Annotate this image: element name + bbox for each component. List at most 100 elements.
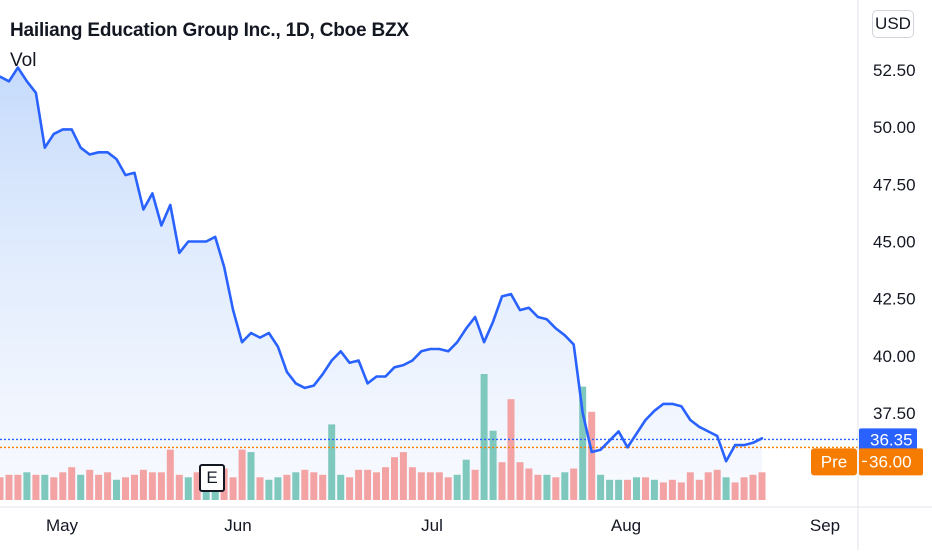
volume-bar bbox=[193, 472, 201, 500]
volume-bar bbox=[525, 468, 533, 500]
volume-bar bbox=[59, 472, 67, 500]
last-price-badge bbox=[859, 428, 917, 451]
volume-bar bbox=[453, 474, 461, 500]
volume-bar bbox=[346, 477, 354, 500]
volume-bar bbox=[337, 474, 345, 500]
volume-bar bbox=[256, 477, 264, 500]
volume-bar bbox=[131, 474, 138, 500]
volume-bar bbox=[642, 477, 649, 500]
volume-bar bbox=[758, 472, 766, 500]
x-tick-label: Jul bbox=[421, 516, 443, 535]
volume-bar bbox=[668, 479, 676, 500]
volume-bar bbox=[139, 469, 147, 500]
volume-bar bbox=[148, 472, 156, 500]
volume-bar bbox=[677, 482, 685, 500]
y-tick-label: 52.50 bbox=[873, 61, 916, 80]
volume-bar bbox=[435, 472, 443, 500]
chart-title: Hailiang Education Group Inc., 1D, Cboe … bbox=[10, 20, 409, 41]
volume-bar bbox=[704, 472, 712, 500]
volume-bar bbox=[722, 477, 730, 500]
premarket-value: 36.00 bbox=[869, 452, 912, 471]
price-area-fill bbox=[0, 67, 762, 500]
volume-bar bbox=[157, 472, 165, 500]
volume-bar bbox=[382, 467, 389, 500]
x-tick-label: Aug bbox=[611, 516, 641, 535]
volume-bar bbox=[417, 472, 425, 500]
volume-bar bbox=[624, 479, 631, 500]
volume-bar bbox=[498, 462, 506, 500]
volume-bar bbox=[166, 449, 174, 500]
volume-bar bbox=[749, 474, 757, 500]
volume-bar bbox=[283, 474, 291, 500]
volume-bar bbox=[77, 474, 85, 500]
volume-bar bbox=[471, 469, 479, 500]
earnings-marker[interactable]: E bbox=[199, 464, 225, 492]
volume-bar bbox=[265, 479, 273, 500]
x-tick-label: Sep bbox=[810, 516, 840, 535]
y-tick-label: 45.00 bbox=[873, 232, 916, 251]
volume-bar bbox=[310, 472, 318, 500]
volume-bar bbox=[5, 474, 13, 500]
volume-bar bbox=[570, 468, 578, 500]
volume-bar bbox=[543, 474, 551, 500]
volume-bar bbox=[740, 477, 748, 500]
volume-bar bbox=[319, 474, 327, 500]
x-tick-label: Jun bbox=[224, 516, 251, 535]
volume-bar bbox=[534, 474, 542, 500]
volume-bar bbox=[184, 477, 192, 500]
volume-bar bbox=[579, 386, 587, 500]
volume-bar bbox=[364, 469, 372, 500]
volume-bar bbox=[480, 374, 488, 500]
volume-bar bbox=[23, 472, 31, 500]
volume-bar bbox=[408, 467, 416, 500]
volume-bar bbox=[95, 474, 103, 500]
volume-bar bbox=[399, 452, 407, 500]
premarket-value-badge bbox=[859, 448, 923, 476]
last-price-value: 36.35 bbox=[870, 430, 913, 449]
volume-bar bbox=[444, 477, 452, 500]
volume-bar bbox=[391, 457, 398, 500]
volume-bar bbox=[238, 449, 246, 500]
volume-bar bbox=[175, 474, 183, 500]
volume-bar bbox=[113, 479, 120, 500]
volume-bar bbox=[588, 411, 596, 500]
price-line bbox=[0, 66, 764, 463]
premarket-tag: Pre bbox=[821, 452, 847, 471]
volume-bar bbox=[301, 469, 309, 500]
volume-bar bbox=[426, 472, 434, 500]
volume-bar bbox=[0, 477, 4, 500]
y-tick-label: 37.50 bbox=[873, 404, 916, 423]
volume-bar bbox=[229, 477, 237, 500]
volume-bar bbox=[552, 477, 560, 500]
volume-bar bbox=[373, 472, 380, 500]
volume-bar bbox=[328, 424, 336, 500]
volume-bar bbox=[247, 452, 255, 500]
volume-bar bbox=[516, 462, 524, 500]
volume-bar bbox=[633, 477, 640, 500]
volume-bar bbox=[355, 469, 363, 500]
volume-bar bbox=[507, 399, 515, 500]
volume-bar bbox=[41, 474, 49, 500]
volume-bar bbox=[274, 477, 282, 500]
volume-bar bbox=[597, 474, 605, 500]
volume-bar bbox=[615, 479, 623, 500]
volume-bar bbox=[68, 467, 76, 500]
volume-label: Vol bbox=[10, 50, 37, 71]
premarket-tag-badge bbox=[811, 448, 857, 476]
y-tick-label: 50.00 bbox=[873, 118, 916, 137]
volume-bar bbox=[659, 482, 667, 500]
volume-bar bbox=[14, 474, 22, 500]
y-tick-label: 42.50 bbox=[873, 290, 916, 309]
volume-bar bbox=[713, 469, 721, 500]
volume-bar bbox=[50, 477, 58, 500]
volume-bar bbox=[731, 482, 739, 500]
volume-bar bbox=[32, 474, 40, 500]
y-tick-label: 47.50 bbox=[873, 175, 916, 194]
volume-bar bbox=[122, 477, 129, 500]
volume-bar bbox=[292, 472, 300, 500]
currency-button[interactable]: USD bbox=[872, 10, 914, 38]
x-tick-label: May bbox=[46, 516, 79, 535]
volume-bar bbox=[561, 472, 569, 500]
